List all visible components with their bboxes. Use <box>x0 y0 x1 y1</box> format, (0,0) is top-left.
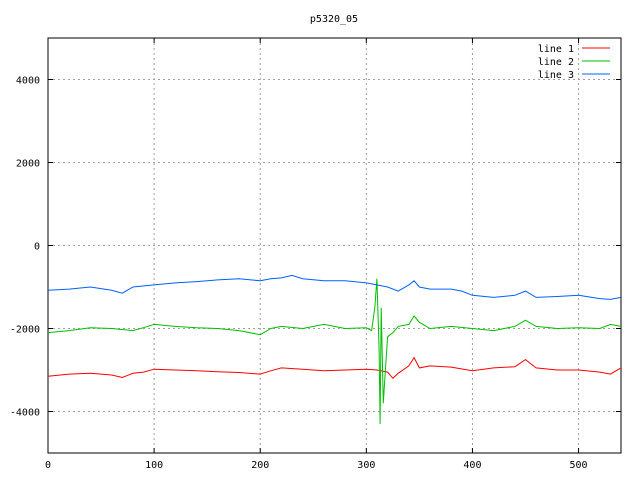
x-tick-label: 400 <box>463 460 481 471</box>
y-tick-label: 0 <box>34 242 40 253</box>
y-tick-label: 2000 <box>16 159 40 170</box>
series-line-3 <box>47 274 622 300</box>
y-tick-label: -2000 <box>10 325 40 336</box>
x-axis-ticks: 0 100 200 300 400 500 <box>45 38 588 471</box>
legend-label-2: line 2 <box>538 57 574 68</box>
x-tick-label: 200 <box>251 460 269 471</box>
y-tick-label: 4000 <box>16 76 40 87</box>
y-axis-ticks: -4000 -2000 0 2000 4000 <box>10 76 621 419</box>
x-tick-label: 0 <box>45 460 51 471</box>
x-tick-label: 300 <box>357 460 375 471</box>
legend-label-3: line 3 <box>538 70 574 81</box>
series-line-2 <box>47 278 622 424</box>
series-line-1 <box>47 356 622 380</box>
grid <box>48 38 621 453</box>
series-lines <box>47 274 622 424</box>
x-tick-label: 500 <box>570 460 588 471</box>
legend-label-1: line 1 <box>538 44 574 55</box>
x-tick-label: 100 <box>145 460 163 471</box>
y-tick-label: -4000 <box>10 408 40 419</box>
chart-title: p5320_05 <box>310 14 358 25</box>
legend: line 1 line 2 line 3 <box>538 44 610 81</box>
